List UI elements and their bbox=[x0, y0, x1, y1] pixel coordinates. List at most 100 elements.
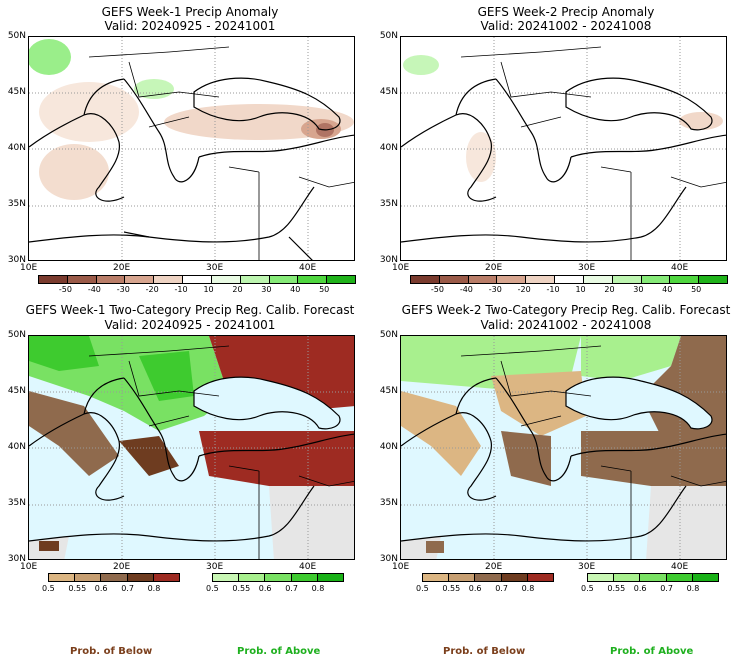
anomaly-swatch bbox=[670, 276, 700, 283]
colorbar-tick-label: 20 bbox=[604, 285, 615, 294]
below-area bbox=[119, 436, 179, 476]
lat-label: 40N bbox=[7, 442, 26, 452]
colorbar-tick-label: 0.5 bbox=[42, 584, 55, 593]
grid-lines bbox=[29, 37, 354, 260]
legend-prob-above: Prob. of Above bbox=[237, 646, 321, 657]
anomaly-swatch bbox=[269, 276, 299, 283]
lon-label: 20E bbox=[113, 263, 131, 273]
lon-label: 10E bbox=[20, 562, 38, 572]
lat-label: 30N bbox=[379, 255, 398, 265]
colorbar-tick-label: -10 bbox=[174, 285, 188, 294]
above-area bbox=[139, 351, 194, 401]
panel2-title: GEFS Week-2 Precip Anomaly bbox=[477, 5, 655, 19]
lon-label: 40E bbox=[299, 562, 317, 572]
anomaly-swatch bbox=[699, 276, 727, 283]
colorbar-tick-label: -50 bbox=[58, 285, 72, 294]
lat-label: 30N bbox=[7, 554, 26, 564]
colorbar-tick-label: 10 bbox=[575, 285, 586, 294]
coastlines bbox=[401, 376, 726, 542]
prob-above-colorbar bbox=[212, 573, 344, 582]
anomaly-wet-area bbox=[403, 55, 439, 75]
anomaly-swatch bbox=[183, 276, 212, 283]
lat-label: 35N bbox=[379, 199, 398, 209]
legend-prob-below: Prob. of Below bbox=[70, 646, 153, 657]
prob-above-swatch bbox=[265, 574, 292, 581]
colorbar-tick-label: 30 bbox=[261, 285, 272, 294]
above-area bbox=[29, 336, 99, 371]
prob-above-swatch bbox=[213, 574, 240, 581]
panel3-valid: Valid: 20240925 - 20241001 bbox=[104, 318, 276, 332]
coastlines bbox=[401, 77, 726, 243]
anomaly-swatch bbox=[298, 276, 328, 283]
colorbar-tick-label: 0.5 bbox=[581, 584, 594, 593]
lon-label: 10E bbox=[392, 562, 410, 572]
lon-label: 30E bbox=[206, 263, 224, 273]
land-no-forecast bbox=[646, 486, 726, 559]
coastlines bbox=[29, 77, 354, 260]
colorbar-tick-label: 0.8 bbox=[686, 584, 700, 593]
week2-anomaly-svg bbox=[401, 37, 726, 260]
lat-label: 45N bbox=[379, 87, 398, 97]
coastlines bbox=[29, 376, 354, 542]
colorbar-tick-label: 0.6 bbox=[258, 584, 272, 593]
anomaly-swatch bbox=[439, 276, 469, 283]
lon-label: 20E bbox=[485, 263, 503, 273]
panel2-valid: Valid: 20241002 - 20241008 bbox=[480, 19, 652, 33]
prob-below-swatch bbox=[501, 574, 528, 581]
borders bbox=[460, 345, 726, 559]
anomaly-swatch bbox=[39, 276, 68, 283]
colorbar-tick-label: 0.8 bbox=[311, 584, 325, 593]
lat-label: 50N bbox=[7, 330, 26, 340]
lon-label: 20E bbox=[113, 562, 131, 572]
colorbar-tick-label: -40 bbox=[87, 285, 101, 294]
colorbar-tick-label: 0.5 bbox=[206, 584, 219, 593]
colorbar-tick-label: 0.55 bbox=[232, 584, 251, 593]
colorbar-tick-label: 0.55 bbox=[442, 584, 461, 593]
prob-above-swatch bbox=[239, 574, 266, 581]
week1-anomaly-svg bbox=[29, 37, 354, 260]
colorbar-tick-label: 20 bbox=[232, 285, 243, 294]
colorbar-tick-label: 40 bbox=[662, 285, 673, 294]
lon-label: 10E bbox=[392, 263, 410, 273]
colorbar-tick-label: -30 bbox=[488, 285, 502, 294]
colorbar-tick-label: 0.7 bbox=[495, 584, 508, 593]
anomaly-dry-area bbox=[466, 132, 496, 182]
colorbar-tick-label: 50 bbox=[319, 285, 330, 294]
colorbar-tick-label: 0.8 bbox=[147, 584, 161, 593]
lat-label: 40N bbox=[7, 143, 26, 153]
lon-label: 30E bbox=[206, 562, 224, 572]
below-area bbox=[29, 391, 119, 476]
lon-label: 10E bbox=[20, 263, 38, 273]
prob-above-colorbar bbox=[587, 573, 719, 582]
prob-above-swatch bbox=[588, 574, 615, 581]
colorbar-tick-label: 30 bbox=[633, 285, 644, 294]
prob-above-swatch bbox=[640, 574, 667, 581]
anomaly-swatch bbox=[583, 276, 613, 283]
prob-below-colorbar bbox=[422, 573, 554, 582]
prob-below-swatch bbox=[127, 574, 154, 581]
week2-anomaly-map bbox=[400, 36, 727, 261]
lat-label: 30N bbox=[7, 255, 26, 265]
anomaly-dry-area bbox=[679, 112, 723, 130]
anomaly-dry-area bbox=[39, 144, 109, 200]
land-no-forecast bbox=[269, 486, 354, 559]
week2-prob-map bbox=[400, 335, 727, 560]
colorbar-tick-label: 0.8 bbox=[521, 584, 535, 593]
lon-label: 40E bbox=[671, 562, 689, 572]
prob-above-swatch bbox=[692, 574, 719, 581]
below-area bbox=[581, 431, 726, 486]
lat-label: 30N bbox=[379, 554, 398, 564]
colorbar-tick-label: -10 bbox=[546, 285, 560, 294]
anomaly-swatch bbox=[327, 276, 355, 283]
lon-label: 20E bbox=[485, 562, 503, 572]
lat-label: 50N bbox=[7, 31, 26, 41]
prob-below-swatch bbox=[475, 574, 502, 581]
prob-below-swatch bbox=[75, 574, 102, 581]
colorbar-tick-label: -50 bbox=[430, 285, 444, 294]
prob-below-swatch bbox=[449, 574, 476, 581]
lat-label: 45N bbox=[7, 87, 26, 97]
anomaly-swatch bbox=[411, 276, 440, 283]
colorbar-tick-label: 0.6 bbox=[468, 584, 482, 593]
colorbar-tick-label: 0.6 bbox=[94, 584, 108, 593]
lat-label: 45N bbox=[379, 386, 398, 396]
